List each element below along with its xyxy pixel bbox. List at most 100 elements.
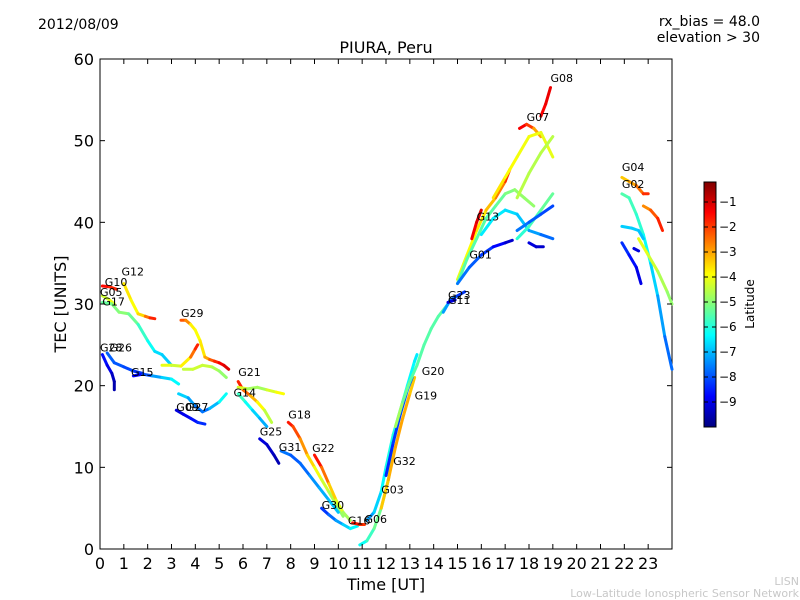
satellite-label-g32: G32	[393, 455, 416, 468]
satellite-label-g17: G17	[102, 296, 125, 309]
data-segment	[620, 224, 633, 230]
data-segment	[494, 180, 507, 200]
satellite-label-g16: G16	[348, 515, 371, 528]
y-tick-label: 50	[74, 132, 94, 151]
data-segment	[456, 265, 471, 286]
data-segment	[291, 425, 302, 441]
data-segment	[394, 400, 405, 428]
data-segment	[544, 86, 552, 106]
satellite-label-g12: G12	[122, 265, 145, 278]
data-segment	[527, 229, 543, 237]
series-g18	[286, 420, 345, 518]
data-segment	[527, 131, 543, 139]
data-segment	[186, 396, 197, 408]
y-tick-label: 30	[74, 295, 94, 314]
x-tick-label: 1	[119, 554, 129, 573]
series-g04	[620, 175, 650, 196]
colorbar-tick-label: −3	[719, 245, 737, 259]
series-g13c	[470, 208, 483, 241]
data-segment	[527, 212, 543, 224]
series-g09	[174, 408, 207, 426]
data-segment	[646, 253, 660, 273]
series-g08c	[515, 204, 555, 232]
series-g11	[446, 298, 457, 304]
x-tick-label: 9	[309, 554, 319, 573]
satellite-label-g29: G29	[181, 307, 204, 320]
data-segment	[258, 416, 269, 428]
data-segment	[503, 208, 519, 216]
data-segment	[108, 298, 116, 306]
data-segment	[236, 392, 247, 404]
satellite-label-g11: G11	[448, 294, 471, 307]
data-segment	[105, 351, 116, 365]
data-segment	[429, 314, 440, 330]
data-segment	[386, 445, 397, 482]
data-segment	[491, 241, 507, 249]
data-segment	[148, 316, 157, 321]
colorbar-label: Latitude	[743, 279, 757, 328]
satellite-label-g25: G25	[260, 426, 283, 439]
data-segment	[170, 363, 183, 368]
data-segment	[475, 208, 483, 224]
data-segment	[160, 353, 173, 367]
series-g29c	[181, 363, 228, 379]
y-tick-label: 40	[74, 213, 94, 232]
satellite-label-g13: G13	[477, 211, 500, 224]
x-tick-label: 5	[214, 554, 224, 573]
data-segment	[522, 196, 536, 208]
data-segment	[272, 453, 281, 465]
data-segment	[503, 155, 519, 179]
data-segment	[255, 400, 266, 412]
data-segment	[384, 433, 395, 469]
data-segment	[327, 513, 338, 522]
x-tick-label: 16	[471, 554, 491, 573]
data-segment	[539, 135, 555, 155]
data-segment	[179, 355, 193, 368]
x-tick-label: 23	[638, 554, 658, 573]
data-segment	[105, 363, 114, 375]
data-segment	[401, 392, 412, 420]
data-segment	[198, 339, 207, 359]
data-segment	[503, 188, 517, 196]
series-g01b	[479, 208, 555, 241]
data-segment	[308, 474, 321, 490]
colorbar-tick-label: −7	[719, 345, 737, 359]
colorbar-tick-label: −4	[719, 270, 737, 284]
series-g02d	[632, 247, 641, 253]
data-segment	[122, 282, 133, 302]
data-segment	[246, 385, 259, 391]
series-g10	[100, 284, 119, 291]
data-segment	[465, 229, 479, 257]
y-tick-label: 20	[74, 377, 94, 396]
series-g15	[131, 372, 181, 386]
data-segment	[150, 374, 164, 379]
data-segment	[327, 498, 340, 514]
satellite-label-g30: G30	[322, 499, 345, 512]
series-g05	[100, 294, 116, 306]
data-segment	[456, 290, 467, 298]
data-segment	[222, 363, 231, 371]
data-segment	[422, 327, 433, 347]
satellite-label-g15: G15	[131, 366, 154, 379]
satellite-label-g14: G14	[234, 386, 257, 399]
date-label: 2012/08/09	[38, 17, 119, 33]
data-segment	[193, 343, 200, 351]
series-g25	[258, 437, 281, 465]
data-segment	[632, 247, 641, 253]
data-segment	[656, 294, 667, 339]
data-segment	[298, 461, 312, 477]
data-segment	[415, 343, 426, 367]
data-segment	[258, 437, 269, 446]
satellite-label-g08: G08	[551, 72, 574, 85]
data-segment	[241, 388, 252, 397]
data-segment	[515, 220, 531, 232]
data-segment	[255, 385, 269, 392]
data-segment	[665, 290, 674, 306]
x-tick-label: 21	[590, 554, 610, 573]
data-segment	[515, 171, 531, 200]
y-tick-label: 60	[74, 50, 94, 69]
data-segment	[515, 224, 531, 241]
data-segment	[637, 229, 645, 241]
data-segment	[365, 527, 376, 543]
data-segment	[539, 204, 555, 216]
